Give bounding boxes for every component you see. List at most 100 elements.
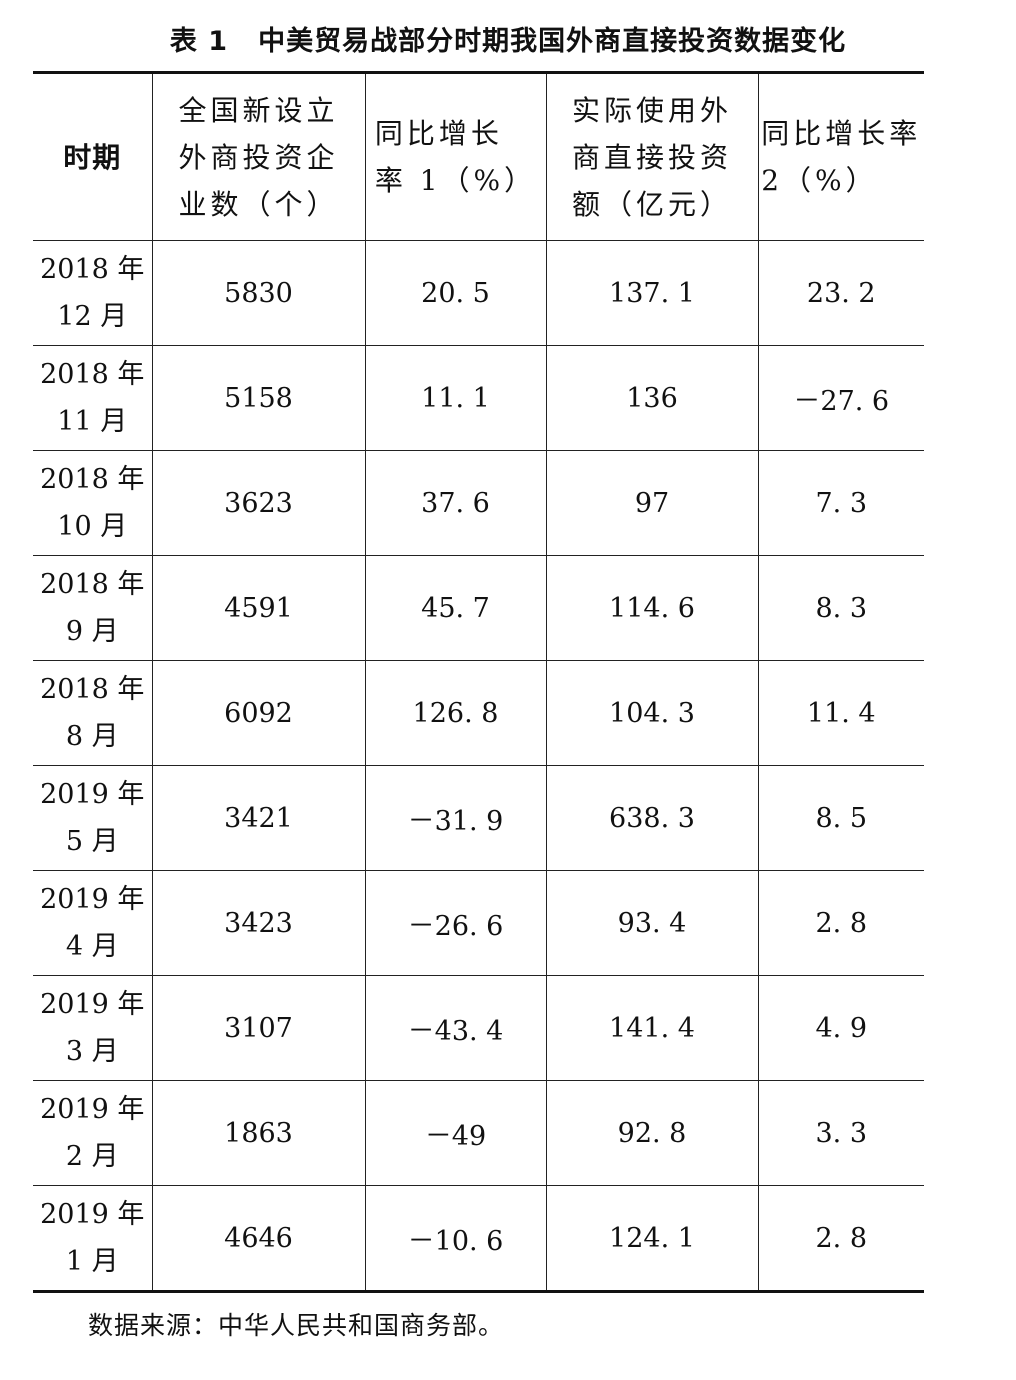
actual-fdi-cell: 638. 3	[545, 765, 759, 871]
period-month: 1 月	[65, 1246, 119, 1277]
header-line: 率 1（%）	[374, 164, 537, 197]
new-firms-cell: 4646	[151, 1185, 366, 1292]
table-row: 2019 年 5 月 3421 －31. 9 638. 3 8. 5	[33, 765, 924, 871]
growth-rate-2-cell: －27. 6	[757, 345, 924, 451]
header-line: 业数（个）	[178, 187, 339, 221]
header-period: 时期	[33, 72, 153, 241]
growth-rate-1-cell: －10. 6	[364, 1185, 547, 1292]
growth-rate-2-cell: 3. 3	[757, 1080, 924, 1186]
period-year: 2019 年	[40, 989, 145, 1020]
growth-rate-1-cell: 126. 8	[364, 660, 547, 766]
period-cell: 2018 年 10 月	[33, 450, 153, 556]
header-line: 实际使用外	[571, 93, 732, 127]
new-firms-cell: 5158	[151, 345, 366, 451]
growth-rate-1-cell: －26. 6	[364, 870, 547, 976]
period-month: 2 月	[65, 1141, 119, 1172]
table-caption: 表 1 中美贸易战部分时期我国外商直接投资数据变化	[0, 22, 1016, 62]
period-year: 2018 年	[40, 254, 145, 285]
table-row: 2018 年 9 月 4591 45. 7 114. 6 8. 3	[33, 555, 924, 661]
table-row: 2018 年 8 月 6092 126. 8 104. 3 11. 4	[33, 660, 924, 766]
actual-fdi-cell: 137. 1	[545, 240, 759, 346]
actual-fdi-cell: 124. 1	[545, 1185, 759, 1292]
growth-rate-2-cell: 7. 3	[757, 450, 924, 556]
actual-fdi-cell: 92. 8	[545, 1080, 759, 1186]
period-month: 11 月	[57, 406, 128, 437]
table-row: 2019 年 4 月 3423 －26. 6 93. 4 2. 8	[33, 870, 924, 976]
actual-fdi-cell: 104. 3	[545, 660, 759, 766]
actual-fdi-cell: 97	[545, 450, 759, 556]
growth-rate-2-cell: 2. 8	[757, 870, 924, 976]
growth-rate-1-cell: －31. 9	[364, 765, 547, 871]
period-cell: 2019 年 1 月	[33, 1185, 153, 1292]
period-year: 2019 年	[40, 884, 145, 915]
growth-rate-2-cell: 8. 5	[757, 765, 924, 871]
period-cell: 2019 年 3 月	[33, 975, 153, 1081]
actual-fdi-cell: 93. 4	[545, 870, 759, 976]
growth-rate-1-cell: 11. 1	[364, 345, 547, 451]
header-growth-rate-1: 同比增长 率 1（%）	[364, 72, 547, 241]
growth-rate-1-cell: 37. 6	[364, 450, 547, 556]
period-month: 12 月	[57, 301, 128, 332]
new-firms-cell: 1863	[151, 1080, 366, 1186]
new-firms-cell: 3623	[151, 450, 366, 556]
growth-rate-2-cell: 4. 9	[757, 975, 924, 1081]
actual-fdi-cell: 114. 6	[545, 555, 759, 661]
period-month: 3 月	[65, 1036, 119, 1067]
header-growth-rate-2: 同比增长率 2（%）	[757, 72, 924, 241]
table-row: 2019 年 2 月 1863 －49 92. 8 3. 3	[33, 1080, 924, 1186]
period-cell: 2019 年 2 月	[33, 1080, 153, 1186]
period-month: 10 月	[57, 511, 128, 542]
header-row: 时期 全国新设立 外商投资企 业数（个） 同比增长 率 1（%） 实际使用外 商…	[33, 72, 924, 241]
period-year: 2018 年	[40, 569, 145, 600]
period-cell: 2018 年 12 月	[33, 240, 153, 346]
period-month: 8 月	[65, 721, 119, 752]
new-firms-cell: 3423	[151, 870, 366, 976]
period-year: 2018 年	[40, 359, 145, 390]
header-actual-fdi: 实际使用外 商直接投资 额（亿元）	[545, 72, 759, 241]
period-year: 2019 年	[40, 1094, 145, 1125]
period-cell: 2019 年 4 月	[33, 870, 153, 976]
header-line: 全国新设立	[178, 93, 339, 127]
period-month: 4 月	[65, 931, 119, 962]
header-line: 商直接投资	[571, 140, 732, 174]
table-title: 中美贸易战部分时期我国外商直接投资数据变化	[258, 26, 847, 57]
period-cell: 2019 年 5 月	[33, 765, 153, 871]
new-firms-cell: 3421	[151, 765, 366, 871]
table-row: 2019 年 1 月 4646 －10. 6 124. 1 2. 8	[33, 1185, 924, 1292]
period-year: 2019 年	[40, 779, 145, 810]
header-period-label: 时期	[63, 140, 122, 174]
period-cell: 2018 年 8 月	[33, 660, 153, 766]
growth-rate-2-cell: 11. 4	[757, 660, 924, 766]
header-new-firms: 全国新设立 外商投资企 业数（个）	[151, 72, 366, 241]
growth-rate-2-cell: 2. 8	[757, 1185, 924, 1292]
actual-fdi-cell: 136	[545, 345, 759, 451]
growth-rate-1-cell: －49	[364, 1080, 547, 1186]
source-note: 数据来源：中华人民共和国商务部。	[88, 1311, 505, 1340]
actual-fdi-cell: 141. 4	[545, 975, 759, 1081]
table-number: 表 1	[169, 26, 229, 57]
new-firms-cell: 5830	[151, 240, 366, 346]
period-cell: 2018 年 9 月	[33, 555, 153, 661]
header-line: 同比增长率	[761, 117, 922, 150]
growth-rate-1-cell: －43. 4	[364, 975, 547, 1081]
header-line: 同比增长	[374, 117, 503, 150]
table-row: 2018 年 12 月 5830 20. 5 137. 1 23. 2	[33, 240, 924, 346]
new-firms-cell: 3107	[151, 975, 366, 1081]
period-year: 2018 年	[40, 464, 145, 495]
period-cell: 2018 年 11 月	[33, 345, 153, 451]
fdi-data-table: 时期 全国新设立 外商投资企 业数（个） 同比增长 率 1（%） 实际使用外 商…	[33, 71, 924, 1293]
period-month: 5 月	[65, 826, 119, 857]
period-year: 2019 年	[40, 1199, 145, 1230]
table-row: 2018 年 11 月 5158 11. 1 136 －27. 6	[33, 345, 924, 451]
growth-rate-1-cell: 45. 7	[364, 555, 547, 661]
header-line: 外商投资企	[178, 140, 339, 174]
growth-rate-2-cell: 8. 3	[757, 555, 924, 661]
header-line: 2（%）	[761, 164, 878, 197]
growth-rate-2-cell: 23. 2	[757, 240, 924, 346]
table-row: 2018 年 10 月 3623 37. 6 97 7. 3	[33, 450, 924, 556]
header-line: 额（亿元）	[571, 187, 732, 221]
table-row: 2019 年 3 月 3107 －43. 4 141. 4 4. 9	[33, 975, 924, 1081]
growth-rate-1-cell: 20. 5	[364, 240, 547, 346]
new-firms-cell: 6092	[151, 660, 366, 766]
new-firms-cell: 4591	[151, 555, 366, 661]
